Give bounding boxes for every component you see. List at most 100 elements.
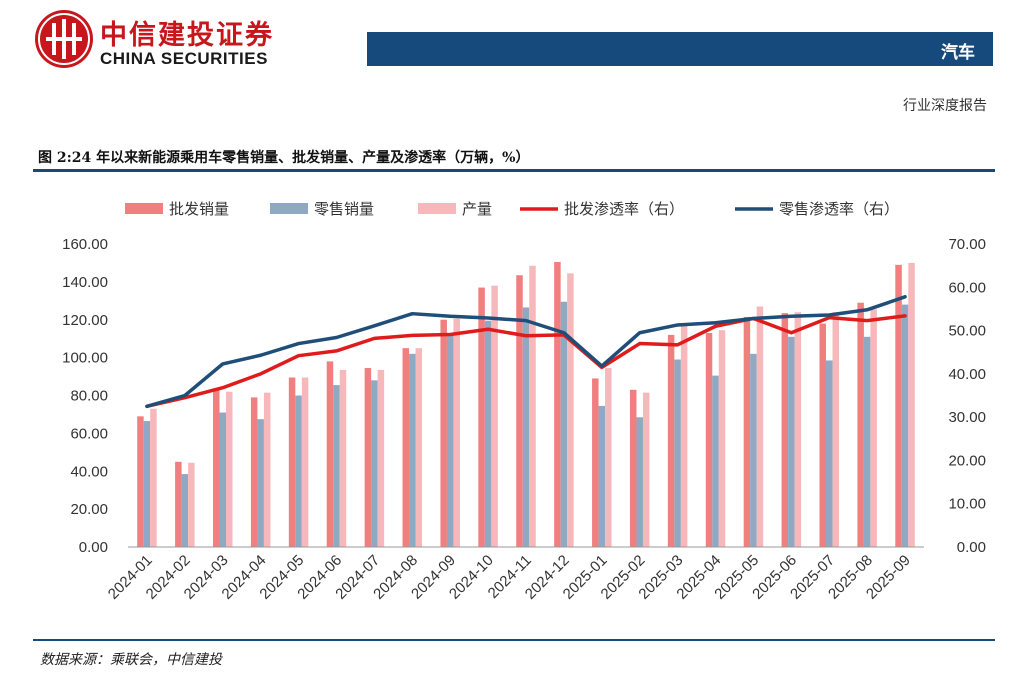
bar-wholesale xyxy=(781,313,789,547)
left-y-tick-label: 20.00 xyxy=(70,501,108,518)
bar-retail xyxy=(143,421,151,547)
right-y-tick-label: 0.00 xyxy=(957,539,986,556)
legend-label: 零售销量 xyxy=(314,200,374,218)
bar-wholesale xyxy=(667,334,675,547)
legend-label: 批发销量 xyxy=(169,200,229,218)
bar-retail xyxy=(901,304,909,547)
wholesale-penetration-line xyxy=(145,314,907,409)
bar-wholesale xyxy=(326,361,334,547)
bar-retail xyxy=(825,360,833,547)
bar-wholesale xyxy=(402,348,410,547)
right-y-tick-label: 60.00 xyxy=(948,279,986,296)
legend-production: 产量 xyxy=(418,200,492,218)
bar-production xyxy=(415,348,423,547)
right-y-tick-label: 10.00 xyxy=(948,496,986,513)
bar-production xyxy=(756,306,764,547)
bar-retail xyxy=(371,380,378,547)
bar-wholesale xyxy=(478,287,485,547)
left-y-tick-label: 140.00 xyxy=(62,274,108,291)
sector-banner: 汽车 xyxy=(367,32,993,66)
bar-retail xyxy=(636,417,643,547)
bar-production xyxy=(453,318,460,547)
bar-wholesale xyxy=(288,377,296,547)
bar-wholesale xyxy=(819,323,826,547)
bar-production xyxy=(718,330,726,547)
bar-production xyxy=(605,368,612,547)
bar-wholesale xyxy=(213,389,220,547)
title-divider xyxy=(33,169,995,172)
bar-production xyxy=(642,392,650,547)
bar-production xyxy=(870,309,877,547)
right-y-axis: 0.00 10.00 20.00 30.00 40.00 50.00 60.00 70.00 xyxy=(948,236,986,556)
bar-production xyxy=(908,262,915,547)
figure-title: 图 2:24 年以来新能源乘用车零售销量、批发销量、产量及渗透率（万辆，%） xyxy=(38,150,530,166)
bar-wholesale xyxy=(705,333,713,547)
bar-retail xyxy=(295,395,302,547)
brand-name-cn: 中信建投证券 xyxy=(100,20,274,51)
legend-swatch xyxy=(270,203,308,214)
bar-wholesale xyxy=(895,264,902,547)
bar-production xyxy=(226,391,233,547)
x-axis: 2024-012024-022024-032024-042024-052024-… xyxy=(105,546,924,603)
bar-production xyxy=(567,273,574,547)
bar-wholesale xyxy=(743,316,751,547)
bar-retail xyxy=(674,359,681,547)
right-y-tick-label: 40.00 xyxy=(948,366,986,383)
bar-production xyxy=(529,265,536,547)
bar-wholesale xyxy=(592,378,599,547)
bar-production xyxy=(491,285,498,547)
bar-production xyxy=(301,377,309,547)
left-y-tick-label: 40.00 xyxy=(70,463,108,480)
right-y-tick-label: 50.00 xyxy=(948,323,986,340)
bar-retail xyxy=(446,333,454,547)
legend-label: 产量 xyxy=(462,200,492,218)
bar-wholesale xyxy=(629,389,637,547)
bar-wholesale xyxy=(516,275,523,547)
bar-production xyxy=(377,369,385,547)
legend-retail-penetration: 零售渗透率（右） xyxy=(735,200,899,218)
bar-retail xyxy=(560,301,568,547)
right-y-tick-label: 30.00 xyxy=(948,409,986,426)
right-y-tick-label: 20.00 xyxy=(948,452,986,469)
legend-swatch xyxy=(418,203,456,214)
bar-wholesale xyxy=(857,302,864,547)
bar-wholesale xyxy=(554,261,561,547)
bar-retail xyxy=(181,474,189,547)
right-y-tick-label: 70.00 xyxy=(948,236,986,253)
bar-wholesale xyxy=(175,461,182,547)
china-securities-logo-icon xyxy=(35,10,93,68)
bar-retail xyxy=(484,320,492,547)
legend-swatch xyxy=(125,203,163,214)
legend-retail: 零售销量 xyxy=(270,200,374,218)
bar-retail xyxy=(409,353,416,547)
left-y-tick-label: 80.00 xyxy=(70,388,108,405)
bar-retail xyxy=(598,405,606,547)
chart: 批发销量 零售销量 产量 批发渗透率（右） 零售渗透率（右） 0.00 20.00 40.0… xyxy=(62,200,986,603)
bar-production xyxy=(150,408,157,547)
left-y-tick-label: 0.00 xyxy=(79,539,108,556)
bar-retail xyxy=(522,307,530,547)
legend-label: 批发渗透率（右） xyxy=(564,200,684,218)
footer-divider xyxy=(33,639,995,641)
bar-wholesale xyxy=(137,416,144,547)
bar-production xyxy=(794,312,802,547)
brand-logo: 中信建投证券 CHINA SECURITIES xyxy=(34,9,294,71)
chart-legend: 批发销量 零售销量 产量 批发渗透率（右） 零售渗透率（右） xyxy=(125,200,899,218)
bar-wholesale xyxy=(250,397,258,547)
left-y-tick-label: 160.00 xyxy=(62,236,108,253)
bar-production xyxy=(832,312,839,547)
data-source: 数据来源：乘联会，中信建投 xyxy=(40,652,222,668)
legend-wholesale: 批发销量 xyxy=(125,200,229,218)
bar-series xyxy=(137,261,915,547)
bar-production xyxy=(263,392,271,547)
left-y-tick-label: 60.00 xyxy=(70,425,108,442)
bar-wholesale xyxy=(364,368,372,547)
bar-retail xyxy=(863,336,871,547)
bar-retail xyxy=(712,375,719,547)
bar-wholesale xyxy=(440,319,447,547)
left-y-tick-label: 100.00 xyxy=(62,350,108,367)
legend-wholesale-penetration: 批发渗透率（右） xyxy=(520,200,684,218)
bar-retail xyxy=(219,412,227,547)
report-type: 行业深度报告 xyxy=(903,98,987,114)
retail-penetration-line xyxy=(145,295,907,409)
